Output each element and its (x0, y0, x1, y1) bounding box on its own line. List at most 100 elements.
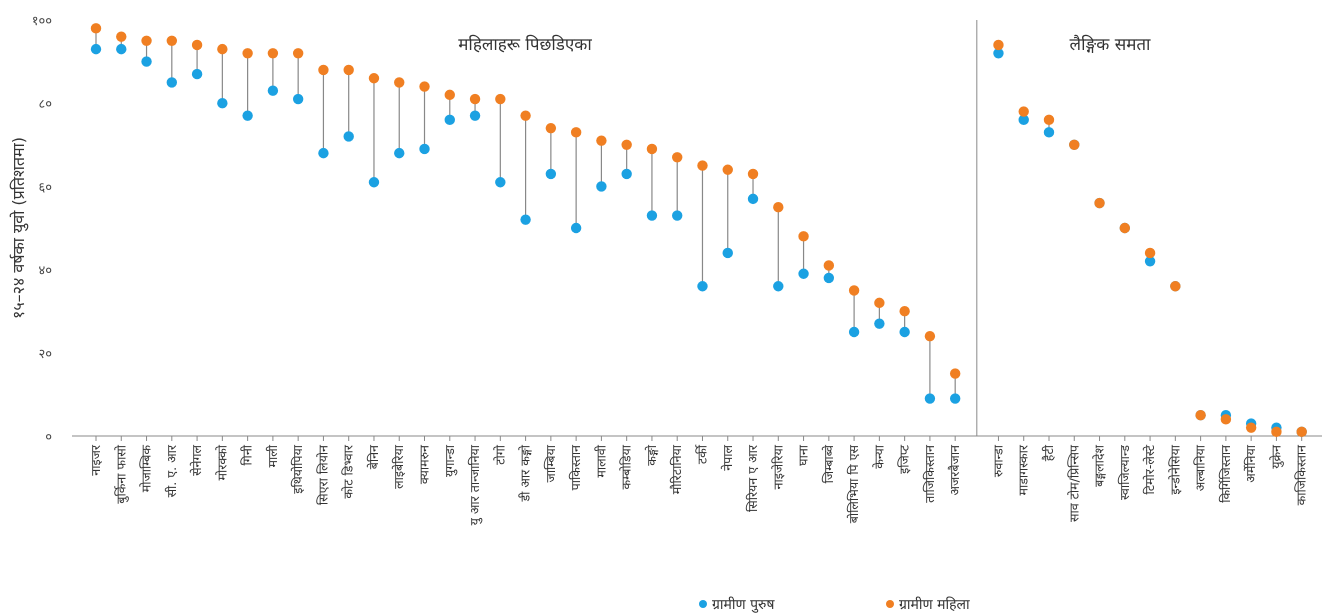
point-rural-female (116, 31, 127, 42)
y-tick-label: ८० (38, 97, 52, 112)
x-tick-label: कोट डिभ्वार (341, 444, 356, 498)
point-rural-male (621, 168, 632, 180)
x-tick-label: माली (265, 444, 280, 467)
point-rural-female (394, 77, 405, 88)
point-rural-male (242, 110, 253, 121)
x-tick-label: किर्गिजिस्तान (1218, 444, 1233, 503)
y-tick-label: ० (45, 430, 52, 445)
x-tick-label: युक्रेन (1268, 444, 1284, 469)
x-tick-label: माडागस्कार (1016, 444, 1031, 495)
point-rural-male (899, 326, 910, 338)
x-tick-label: मालावी (593, 444, 608, 477)
x-tick-label: गिनी (240, 444, 255, 465)
point-rural-female (798, 231, 809, 242)
x-tick-label: अजरबैजान (947, 444, 962, 496)
x-tick-label: सिरियन ए आर (745, 444, 760, 512)
point-rural-female (1094, 197, 1105, 209)
point-rural-female (292, 48, 304, 59)
x-tick-label: नाइजर (88, 444, 103, 476)
point-rural-female (1018, 106, 1029, 117)
point-rural-female (242, 48, 253, 59)
point-rural-male (495, 177, 506, 188)
x-tick-label: लाइबेरिया (391, 444, 406, 489)
y-tick-label: १०० (32, 14, 52, 29)
point-rural-female (899, 306, 910, 317)
x-tick-label: बोलिभिया पि एस (846, 444, 861, 523)
point-rural-female (570, 127, 582, 138)
point-rural-female (823, 260, 835, 271)
point-rural-female (469, 93, 481, 105)
point-rural-male (191, 68, 203, 80)
point-rural-male (747, 193, 759, 205)
legend-swatch-rural-male (699, 600, 707, 608)
point-rural-male (596, 181, 607, 192)
group-label-women-behind: महिलाहरू पिछडिएका (458, 34, 592, 55)
point-rural-female (419, 81, 430, 92)
x-tick-label: टोगो (492, 444, 507, 465)
point-rural-male (1043, 127, 1055, 138)
point-rural-male (90, 43, 102, 55)
legend-swatch-rural-female (886, 600, 894, 608)
point-rural-male (318, 147, 329, 159)
x-tick-label: अर्मेनिया (1243, 444, 1258, 482)
point-rural-male (646, 210, 658, 221)
x-tick-label: ताजिकिस्तान (922, 444, 937, 503)
x-tick-label: हैटी (1041, 444, 1056, 461)
point-rural-female (646, 143, 658, 155)
point-rural-female (596, 135, 607, 146)
point-rural-female (1220, 414, 1232, 425)
point-rural-female (217, 43, 228, 55)
point-rural-male (1018, 114, 1029, 126)
point-rural-male (798, 268, 809, 279)
point-rural-male (924, 393, 936, 404)
point-rural-female (949, 368, 961, 379)
point-rural-male (697, 281, 708, 292)
x-tick-label: मौरिटानिया (669, 444, 684, 494)
point-rural-male (823, 272, 835, 284)
y-tick-label: २० (38, 347, 52, 362)
point-rural-male (570, 222, 582, 234)
group-label-gender-parity: लैङ्गिक समता (1070, 34, 1151, 55)
point-rural-female (1170, 281, 1181, 292)
point-rural-male (1144, 256, 1156, 267)
point-rural-male (949, 393, 961, 404)
x-tick-label: स्वाजिल्यान्ड (1117, 445, 1132, 500)
x-tick-label: पाकिस्तान (568, 444, 583, 490)
x-tick-label: कङ्गो (644, 444, 659, 466)
point-rural-male (469, 110, 481, 121)
point-rural-female (621, 139, 632, 150)
point-rural-female (166, 35, 178, 46)
point-rural-female (848, 285, 860, 296)
x-tick-label: क्यामरुन (417, 444, 432, 484)
point-rural-female (1245, 422, 1257, 433)
point-rural-male (116, 43, 127, 55)
point-rural-female (722, 164, 733, 175)
point-rural-female (1271, 426, 1282, 438)
point-rural-female (924, 330, 936, 342)
y-tick-label: ४० (38, 264, 52, 279)
x-tick-label: यु आर तान्जानिया (467, 444, 483, 525)
x-tick-label: टर्की (694, 444, 709, 464)
x-tick-label: केन्या (871, 444, 886, 469)
point-rural-female (1144, 247, 1156, 259)
point-rural-male (773, 281, 784, 292)
x-tick-label: काजिकिस्तान (1294, 444, 1309, 505)
point-rural-male (141, 56, 152, 67)
x-tick-label: मोरक्को (214, 444, 229, 480)
point-rural-female (90, 23, 102, 34)
legend: ग्रामीण पुरुष ग्रामीण महिला (699, 596, 970, 613)
point-rural-female (368, 73, 380, 84)
point-rural-male (267, 85, 279, 96)
y-tick-label: ६० (38, 180, 52, 195)
x-tick-label: जिम्बाब्वे (821, 444, 836, 483)
x-tick-label: घाना (796, 444, 811, 466)
point-rural-male (672, 210, 683, 221)
x-tick-label: सेनेगल (189, 444, 204, 475)
x-tick-label: टिमोर-लेस्टे (1142, 444, 1157, 494)
point-rural-female (444, 89, 455, 101)
point-rural-female (520, 110, 531, 121)
x-tick-label: इथियोपिया (290, 444, 305, 493)
point-rural-female (191, 39, 203, 51)
point-rural-female (1119, 222, 1131, 234)
x-tick-label: इन्डोनेसिया (1167, 444, 1182, 494)
